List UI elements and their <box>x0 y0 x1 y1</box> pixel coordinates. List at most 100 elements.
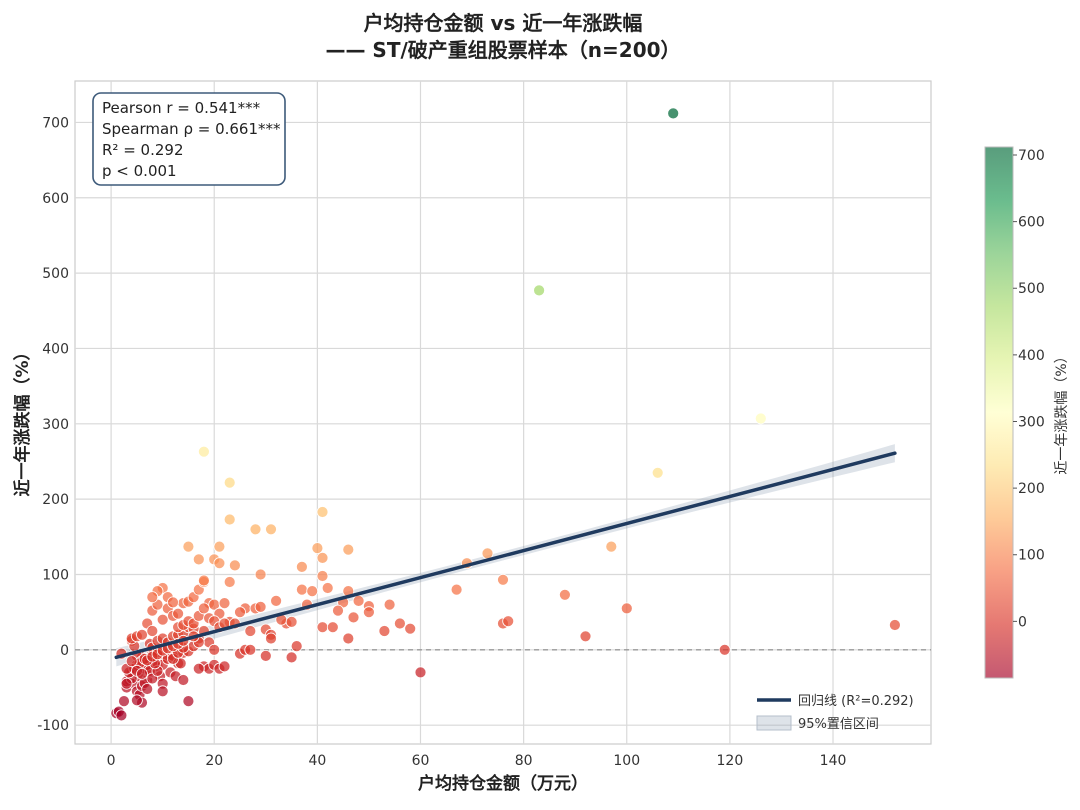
scatter-point <box>115 709 128 722</box>
y-tick-label: 100 <box>42 567 69 583</box>
plot-area <box>74 80 932 745</box>
y-tick-label: 500 <box>42 266 69 282</box>
x-axis-label: 户均持仓金额（万元） <box>418 773 588 794</box>
scatter-point <box>265 632 277 645</box>
y-tick-label: 700 <box>42 115 69 131</box>
scatter-point <box>213 557 226 570</box>
scatter-point <box>259 650 272 662</box>
scatter-point <box>265 523 277 536</box>
scatter-point <box>559 588 571 601</box>
scatter-point <box>136 628 148 641</box>
scatter-point <box>295 561 308 573</box>
scatter-point <box>316 506 329 518</box>
scatter-point <box>249 523 262 536</box>
scatter-point <box>254 568 267 581</box>
scatter-point <box>156 685 169 698</box>
scatter-point <box>223 576 236 588</box>
scatter-point <box>316 621 329 634</box>
scatter-point <box>579 630 592 643</box>
scatter-point <box>156 613 169 626</box>
x-tick-label: 100 <box>613 753 640 769</box>
scatter-point <box>146 625 159 637</box>
scatter-point <box>889 619 901 631</box>
scatter-point <box>197 574 210 587</box>
stats-box-frame <box>92 92 286 186</box>
colorbar: 0 100 200 300 400 500 600 700 近一年涨跌幅（%） <box>984 146 1070 679</box>
y-tick-label: 0 <box>60 643 69 659</box>
scatter-point <box>502 615 515 628</box>
scatter-point <box>497 573 509 586</box>
scatter-point <box>306 585 319 597</box>
x-tick-label: 120 <box>717 753 744 769</box>
stat-r-squared: R² = 0.292 <box>102 141 183 159</box>
scatter-point <box>182 695 195 707</box>
colorbar-tick-label: 700 <box>1018 148 1045 164</box>
scatter-point <box>316 552 329 564</box>
scatter-point <box>254 601 267 613</box>
scatter-point <box>754 412 767 425</box>
y-tick-labels: -100 0 100 200 300 400 500 600 700 <box>37 115 69 734</box>
y-axis-label: 近一年涨跌幅（%） <box>12 343 33 496</box>
x-tick-label: 20 <box>205 753 223 769</box>
scatter-point <box>244 643 257 656</box>
x-tick-label: 40 <box>308 753 326 769</box>
scatter-point <box>192 662 205 675</box>
scatter-point <box>118 695 130 707</box>
stats-box: Pearson r = 0.541*** Spearman ρ = 0.661*… <box>92 92 286 186</box>
colorbar-ticks: 0 100 200 300 400 500 600 700 <box>1013 148 1045 630</box>
scatter-point <box>533 284 545 297</box>
colorbar-tick-label: 0 <box>1018 614 1027 630</box>
scatter-point <box>667 107 680 120</box>
scatter-point <box>620 602 633 615</box>
scatter-point <box>393 617 406 630</box>
scatter-point <box>362 606 375 619</box>
scatter-point <box>311 542 324 554</box>
scatter-point <box>244 625 257 637</box>
scatter-point <box>218 597 231 609</box>
scatter-point <box>197 602 210 615</box>
scatter-point <box>450 583 463 596</box>
scatter-point <box>130 694 143 707</box>
legend-band-label: 95%置信区间 <box>798 717 879 732</box>
scatter-point <box>223 513 236 526</box>
scatter-point <box>120 677 133 690</box>
stat-pearson: Pearson r = 0.541*** <box>102 99 261 117</box>
colorbar-tick-label: 200 <box>1018 481 1045 497</box>
stat-p-value: p < 0.001 <box>102 162 177 180</box>
scatter-point <box>326 621 339 634</box>
legend-line-label: 回归线 (R²=0.292) <box>798 694 914 709</box>
x-tick-label: 0 <box>107 753 116 769</box>
scatter-point <box>192 553 205 566</box>
colorbar-label: 近一年涨跌幅（%） <box>1054 349 1070 474</box>
scatter-point <box>332 604 344 617</box>
y-tick-label: -100 <box>37 718 69 734</box>
scatter-point <box>172 607 185 620</box>
chart-title-line-2: —— ST/破产重组股票样本（n=200） <box>325 38 680 62</box>
colorbar-fill <box>985 147 1013 678</box>
scatter-point <box>718 643 731 656</box>
scatter-point <box>125 655 138 667</box>
colorbar-tick-label: 300 <box>1018 414 1045 430</box>
scatter-point <box>295 583 308 596</box>
x-tick-label: 80 <box>515 753 533 769</box>
scatter-point <box>285 616 298 628</box>
scatter-point <box>342 632 355 645</box>
colorbar-tick-label: 600 <box>1018 215 1045 231</box>
scatter-point <box>223 476 236 489</box>
scatter-point <box>342 543 355 556</box>
scatter-point <box>167 596 179 609</box>
scatter-point <box>182 540 195 553</box>
chart-title-line-1: 户均持仓金额 vs 近一年涨跌幅 <box>364 11 643 35</box>
scatter-point <box>378 625 391 637</box>
stat-spearman: Spearman ρ = 0.661*** <box>102 120 281 138</box>
x-tick-labels: 0 20 40 60 80 100 120 140 <box>107 753 847 769</box>
scatter-point <box>352 595 365 607</box>
y-tick-label: 200 <box>42 492 69 508</box>
colorbar-tick-label: 500 <box>1018 281 1045 297</box>
x-tick-label: 140 <box>820 753 847 769</box>
scatter-point <box>177 674 190 686</box>
scatter-point <box>208 643 221 656</box>
scatter-point <box>605 540 618 553</box>
